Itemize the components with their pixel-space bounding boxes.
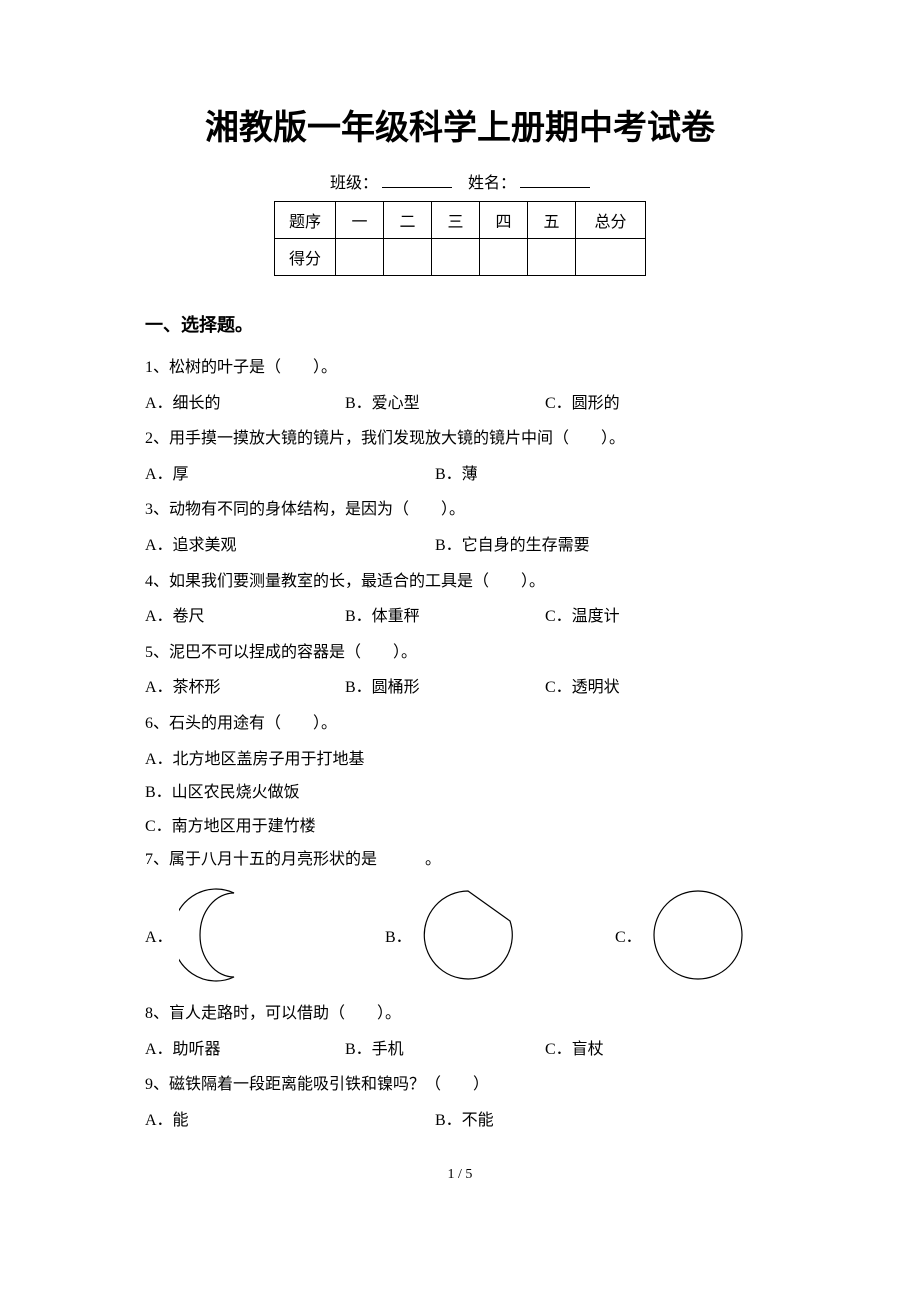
option: B．爱心型 [345,387,545,421]
options-row: A．茶杯形 B．圆桶形 C．透明状 [145,671,775,705]
option: B．体重秤 [345,600,545,634]
score-cell [480,239,528,276]
option: B．薄 [435,458,775,492]
question-text: 3、动物有不同的身体结构，是因为（ ）。 [145,493,775,527]
option: A．细长的 [145,387,345,421]
score-cell [432,239,480,276]
question-text: 8、盲人走路时，可以借助（ ）。 [145,997,775,1031]
option: B．手机 [345,1033,545,1067]
options-row: A．能 B．不能 [145,1104,775,1138]
option: A．厚 [145,458,435,492]
page-title: 湘教版一年级科学上册期中考试卷 [145,100,775,149]
option-label: A． [145,923,173,947]
option: B．山区农民烧火做饭 [145,776,775,810]
option: A．能 [145,1104,435,1138]
option: C．温度计 [545,600,775,634]
score-cell [576,239,646,276]
name-blank [520,187,590,188]
options-row: A．追求美观 B．它自身的生存需要 [145,529,775,563]
option: A．北方地区盖房子用于打地基 [145,743,775,777]
question-text: 7、属于八月十五的月亮形状的是 。 [145,843,775,877]
option: B．圆桶形 [345,671,545,705]
option: A．卷尺 [145,600,345,634]
option: B．它自身的生存需要 [435,529,775,563]
option: C．透明状 [545,671,775,705]
score-cell [336,239,384,276]
crescent-moon-icon [179,885,263,985]
header-cell: 二 [384,202,432,239]
score-cell [528,239,576,276]
moon-option: C． [615,885,748,985]
header-cell: 四 [480,202,528,239]
question-text: 4、如果我们要测量教室的长，最适合的工具是（ ）。 [145,565,775,599]
question-text: 5、泥巴不可以捏成的容器是（ ）。 [145,636,775,670]
header-cell: 三 [432,202,480,239]
class-label: 班级： [330,175,378,192]
options-row: A．厚 B．薄 [145,458,775,492]
student-info-line: 班级： 姓名： [145,169,775,193]
options-row: A．细长的 B．爱心型 C．圆形的 [145,387,775,421]
option: C．盲杖 [545,1033,775,1067]
page-number: 1 / 5 [145,1167,775,1183]
moon-options-row: A． B． C． [145,885,775,985]
full-moon-icon [648,885,748,985]
options-stack: A．北方地区盖房子用于打地基 B．山区农民烧火做饭 C．南方地区用于建竹楼 [145,743,775,844]
option-label: C． [615,923,642,947]
gibbous-moon-icon [418,885,518,985]
question-text: 1、松树的叶子是（ ）。 [145,351,775,385]
moon-option: B． [385,885,615,985]
question-text: 6、石头的用途有（ ）。 [145,707,775,741]
header-cell: 题序 [274,202,335,239]
table-row: 得分 [274,239,645,276]
section-title: 一、选择题。 [145,311,775,337]
option: C．南方地区用于建竹楼 [145,810,775,844]
header-cell: 五 [528,202,576,239]
score-label-cell: 得分 [274,239,335,276]
options-row: A．卷尺 B．体重秤 C．温度计 [145,600,775,634]
option: B．不能 [435,1104,775,1138]
name-label: 姓名： [468,175,516,192]
score-table: 题序 一 二 三 四 五 总分 得分 [274,201,646,276]
options-row: A．助听器 B．手机 C．盲杖 [145,1033,775,1067]
option: A．追求美观 [145,529,435,563]
header-cell: 一 [336,202,384,239]
moon-option: A． [145,885,385,985]
class-blank [382,187,452,188]
option: A．茶杯形 [145,671,345,705]
option-label: B． [385,923,412,947]
header-cell: 总分 [576,202,646,239]
score-cell [384,239,432,276]
question-text: 9、磁铁隔着一段距离能吸引铁和镍吗？（ ） [145,1068,775,1102]
table-row: 题序 一 二 三 四 五 总分 [274,202,645,239]
option: C．圆形的 [545,387,775,421]
question-text: 2、用手摸一摸放大镜的镜片，我们发现放大镜的镜片中间（ ）。 [145,422,775,456]
option: A．助听器 [145,1033,345,1067]
